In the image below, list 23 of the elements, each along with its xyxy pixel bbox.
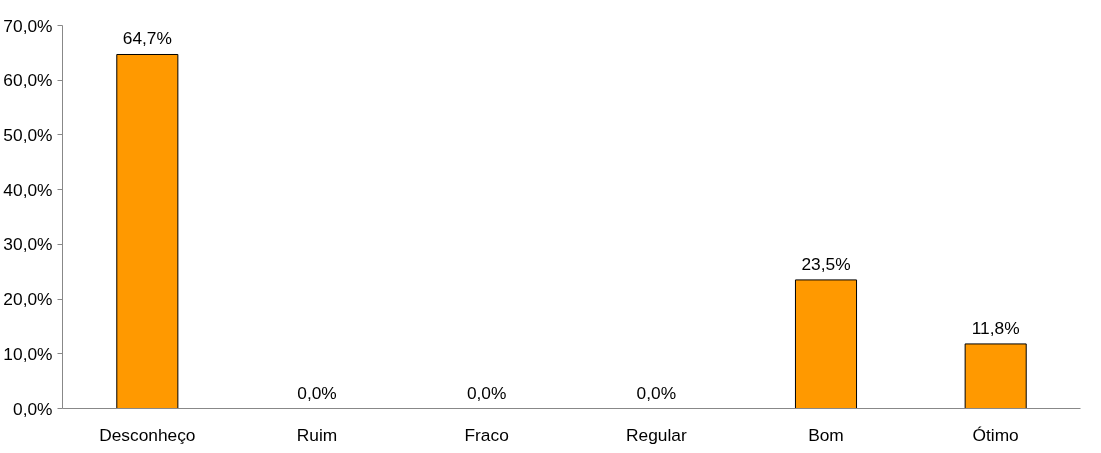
y-tick-label: 0,0% [13,398,53,419]
y-tick-label: 40,0% [3,179,53,200]
bar [964,343,1027,409]
data-label: 11,8% [971,317,1020,338]
x-tick-label: Regular [625,424,687,445]
data-label: 0,0% [466,382,507,403]
x-tick-label: Ruim [296,424,338,445]
x-tick-label: Desconheço [99,424,196,445]
x-tick-label: Bom [808,424,844,445]
data-label: 0,0% [636,382,677,403]
bar [116,54,179,409]
data-label: 23,5% [801,253,851,274]
bar [794,279,858,409]
y-tick-label: 30,0% [3,234,53,255]
data-label: 0,0% [297,382,337,403]
x-tick-label: Fraco [464,424,509,445]
y-tick-label: 50,0% [3,124,53,145]
data-label: 64,7% [122,28,172,49]
x-tick-label: Ótimo [972,424,1019,445]
y-tick-label: 60,0% [3,70,53,91]
y-tick-label: 70,0% [3,15,53,36]
y-tick-label: 10,0% [3,343,53,364]
y-tick-label: 20,0% [3,289,53,310]
